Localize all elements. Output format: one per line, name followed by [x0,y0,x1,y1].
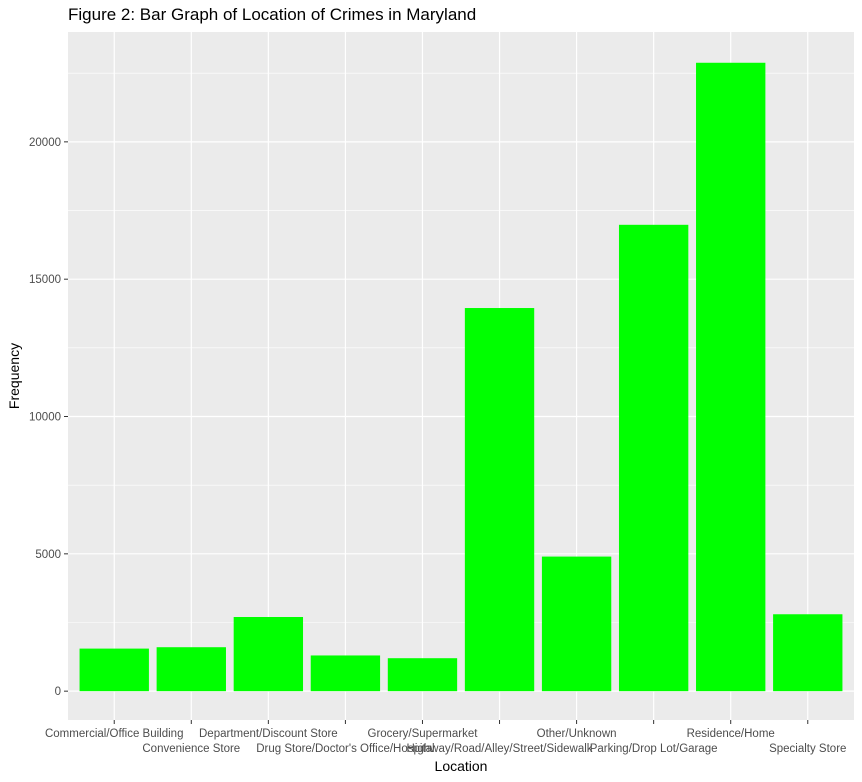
x-tick-label: Highway/Road/Alley/Street/Sidewalk [407,743,593,755]
bar [387,658,458,692]
bar [156,647,226,692]
y-axis: 0 5000 10000 15000 20000 [29,137,68,698]
bar [310,655,381,692]
bar [464,308,535,692]
bar [541,556,612,692]
bar [618,224,689,692]
x-tick-label: Commercial/Office Building [45,728,183,740]
bar [773,614,843,692]
bars [79,62,843,692]
y-tick-label: 5000 [35,549,61,561]
x-tick-label: Residence/Home [687,728,775,740]
x-tick-label: Drug Store/Doctor's Office/Hospital [256,743,434,755]
x-tick-label: Other/Unknown [537,728,617,740]
bar [79,648,149,692]
x-tick-label: Parking/Drop Lot/Garage [590,743,718,755]
x-axis-title: Location [435,758,488,774]
y-tick-label: 0 [55,686,61,698]
x-tick-label: Department/Discount Store [199,728,338,740]
bar [696,62,766,692]
y-tick-label: 15000 [29,274,61,286]
x-axis: Commercial/Office Building Convenience St… [45,720,846,755]
y-axis-title: Frequency [6,343,22,409]
chart-title: Figure 2: Bar Graph of Location of Crime… [68,5,476,24]
bar [233,617,304,692]
y-tick-label: 20000 [29,137,61,149]
x-tick-label: Specialty Store [769,743,846,755]
x-tick-label: Grocery/Supermarket [368,728,479,740]
y-tick-label: 10000 [29,412,61,424]
x-tick-label: Convenience Store [142,743,240,755]
